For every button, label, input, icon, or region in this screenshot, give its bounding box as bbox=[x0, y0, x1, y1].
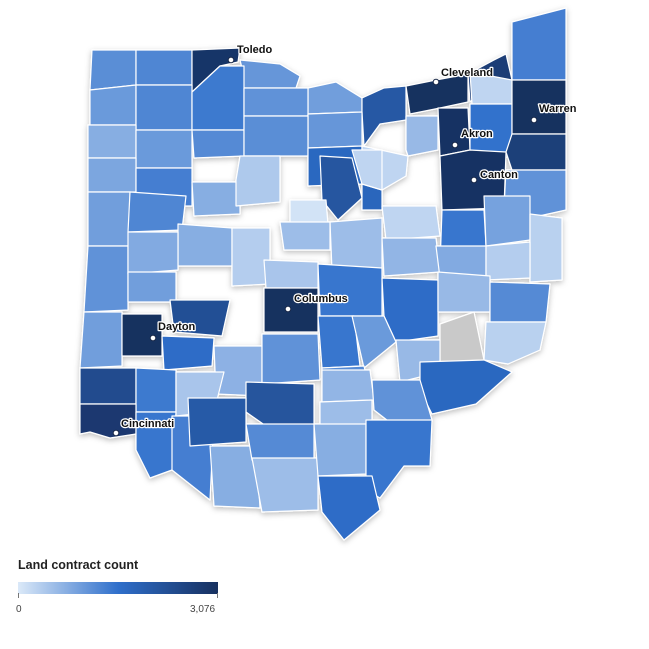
county-belmont[interactable] bbox=[489, 281, 551, 323]
city-label: Toledo bbox=[237, 44, 273, 56]
county-mercer[interactable] bbox=[87, 191, 131, 247]
county-auglaize[interactable] bbox=[127, 191, 187, 233]
county-huron[interactable] bbox=[307, 111, 363, 149]
city-dayton: Dayton bbox=[149, 320, 197, 342]
county-scioto[interactable] bbox=[251, 457, 319, 513]
county-hancock[interactable] bbox=[191, 129, 245, 159]
county-muskingum[interactable] bbox=[381, 277, 439, 343]
county-mahoning[interactable] bbox=[505, 133, 567, 171]
county-greene[interactable] bbox=[161, 335, 215, 371]
city-marker bbox=[470, 176, 478, 184]
county-hardin[interactable] bbox=[191, 181, 241, 217]
city-label: Akron bbox=[461, 128, 493, 140]
county-darke[interactable] bbox=[83, 245, 129, 313]
county-clermont[interactable] bbox=[135, 411, 177, 479]
county-lawrence[interactable] bbox=[317, 475, 381, 541]
legend-min-label: 0 bbox=[16, 604, 22, 615]
city-marker bbox=[530, 116, 538, 124]
county-van-wert[interactable] bbox=[87, 157, 137, 193]
county-vinton[interactable] bbox=[321, 369, 375, 403]
county-miami[interactable] bbox=[127, 271, 177, 303]
city-akron: Akron bbox=[451, 127, 494, 149]
cities-layer: Toledo Cleveland Warren Akron Canton Columbus… bbox=[112, 43, 578, 437]
county-seneca[interactable] bbox=[243, 115, 309, 157]
county-guernsey[interactable] bbox=[437, 271, 491, 313]
legend: Land contract count 0 3,076 bbox=[16, 558, 238, 615]
county-putnam[interactable] bbox=[135, 129, 193, 169]
counties-layer bbox=[79, 7, 567, 541]
county-williams[interactable] bbox=[89, 49, 137, 91]
county-noble[interactable] bbox=[439, 311, 485, 363]
county-pickaway[interactable] bbox=[261, 333, 321, 385]
county-champaign[interactable] bbox=[231, 227, 271, 287]
city-label: Dayton bbox=[158, 321, 196, 333]
county-pike[interactable] bbox=[245, 423, 315, 461]
county-wyandot[interactable] bbox=[235, 155, 281, 207]
city-marker bbox=[451, 141, 459, 149]
city-cleveland: Cleveland bbox=[432, 66, 494, 86]
county-highland[interactable] bbox=[187, 397, 247, 447]
county-warren[interactable] bbox=[135, 367, 177, 413]
county-licking[interactable] bbox=[317, 263, 383, 317]
city-label: Columbus bbox=[294, 293, 348, 305]
county-harrison[interactable] bbox=[485, 241, 531, 281]
county-ottawa[interactable] bbox=[239, 59, 301, 89]
county-gallia[interactable] bbox=[365, 419, 433, 499]
county-knox[interactable] bbox=[381, 237, 441, 277]
county-henry[interactable] bbox=[135, 84, 193, 131]
county-ashland[interactable] bbox=[351, 149, 383, 191]
city-canton: Canton bbox=[470, 168, 519, 184]
county-morrow[interactable] bbox=[279, 221, 331, 251]
county-washington[interactable] bbox=[419, 359, 513, 415]
county-monroe[interactable] bbox=[483, 321, 547, 365]
county-carroll[interactable] bbox=[483, 195, 531, 247]
county-montgomery[interactable] bbox=[121, 313, 163, 357]
county-delaware[interactable] bbox=[329, 217, 383, 271]
county-hamilton[interactable] bbox=[79, 403, 137, 439]
city-warren: Warren bbox=[530, 102, 578, 124]
city-columbus: Columbus bbox=[284, 292, 349, 313]
county-lorain[interactable] bbox=[361, 85, 407, 147]
legend-tick-min bbox=[18, 593, 19, 598]
county-sandusky[interactable] bbox=[243, 87, 309, 117]
city-cincinnati: Cincinnati bbox=[112, 417, 175, 437]
county-defiance[interactable] bbox=[89, 84, 137, 126]
county-logan[interactable] bbox=[177, 223, 233, 267]
county-fulton[interactable] bbox=[135, 49, 193, 86]
city-marker bbox=[149, 334, 157, 342]
city-marker bbox=[432, 78, 440, 86]
legend-tick-max bbox=[217, 593, 218, 598]
city-toledo: Toledo bbox=[227, 43, 274, 64]
county-ashtabula[interactable] bbox=[511, 7, 567, 81]
legend-title: Land contract count bbox=[18, 558, 139, 572]
city-label: Cleveland bbox=[441, 67, 493, 79]
county-marion[interactable] bbox=[319, 155, 363, 221]
city-label: Canton bbox=[480, 169, 518, 181]
city-marker bbox=[284, 305, 292, 313]
city-label: Cincinnati bbox=[121, 418, 174, 430]
county-adams[interactable] bbox=[209, 445, 261, 509]
county-preble[interactable] bbox=[79, 311, 123, 369]
county-jefferson[interactable] bbox=[529, 213, 563, 283]
county-madison[interactable] bbox=[263, 259, 319, 289]
city-label: Warren bbox=[539, 103, 577, 115]
county-medina[interactable] bbox=[405, 115, 439, 157]
county-holmes[interactable] bbox=[381, 205, 441, 241]
county-erie[interactable] bbox=[307, 81, 363, 115]
county-butler[interactable] bbox=[79, 367, 137, 405]
legend-max-label: 3,076 bbox=[190, 604, 216, 615]
county-clark[interactable] bbox=[169, 299, 231, 337]
city-marker bbox=[227, 56, 235, 64]
county-paulding[interactable] bbox=[87, 124, 137, 159]
city-marker bbox=[112, 429, 120, 437]
county-ross[interactable] bbox=[245, 381, 315, 427]
county-shelby[interactable] bbox=[127, 231, 179, 275]
county-jackson[interactable] bbox=[313, 423, 367, 477]
legend-gradient-bar bbox=[18, 582, 218, 594]
